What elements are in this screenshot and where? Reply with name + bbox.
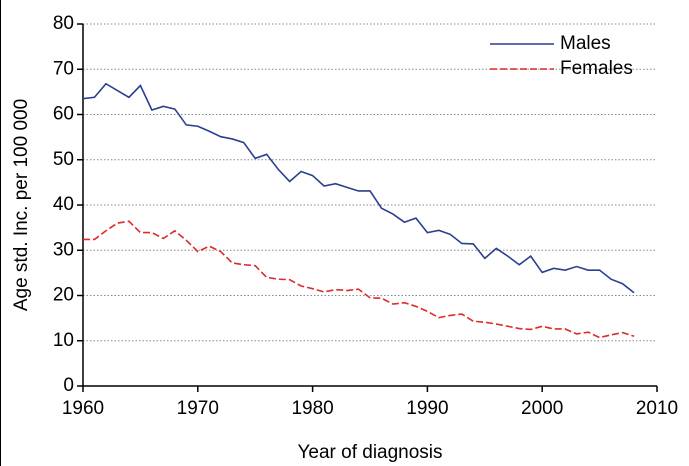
y-tick-label: 20 — [53, 285, 74, 306]
legend-label: Males — [560, 33, 611, 54]
y-axis-label: Age std. Inc. per 100 000 — [11, 99, 32, 311]
y-tick-label: 30 — [53, 239, 74, 260]
x-tick-label: 2000 — [521, 398, 563, 419]
x-tick-label: 1970 — [177, 398, 219, 419]
y-tick-label: 70 — [53, 58, 74, 79]
series-line — [82, 82, 635, 294]
y-tick-label: 40 — [53, 194, 74, 215]
x-tick-label: 1980 — [291, 398, 333, 419]
y-tick-label: 60 — [53, 104, 74, 125]
y-tick-label: 50 — [53, 149, 74, 170]
y-tick-label: 0 — [63, 375, 74, 396]
x-axis-label: Year of diagnosis — [297, 442, 442, 463]
series-line — [83, 220, 635, 339]
y-tick-label: 80 — [53, 13, 74, 34]
x-tick-label: 2010 — [636, 398, 678, 419]
y-tick-label: 10 — [53, 330, 74, 351]
x-tick-label: 1990 — [406, 398, 448, 419]
x-tick-label: 1960 — [62, 398, 104, 419]
legend-label: Females — [560, 58, 633, 79]
